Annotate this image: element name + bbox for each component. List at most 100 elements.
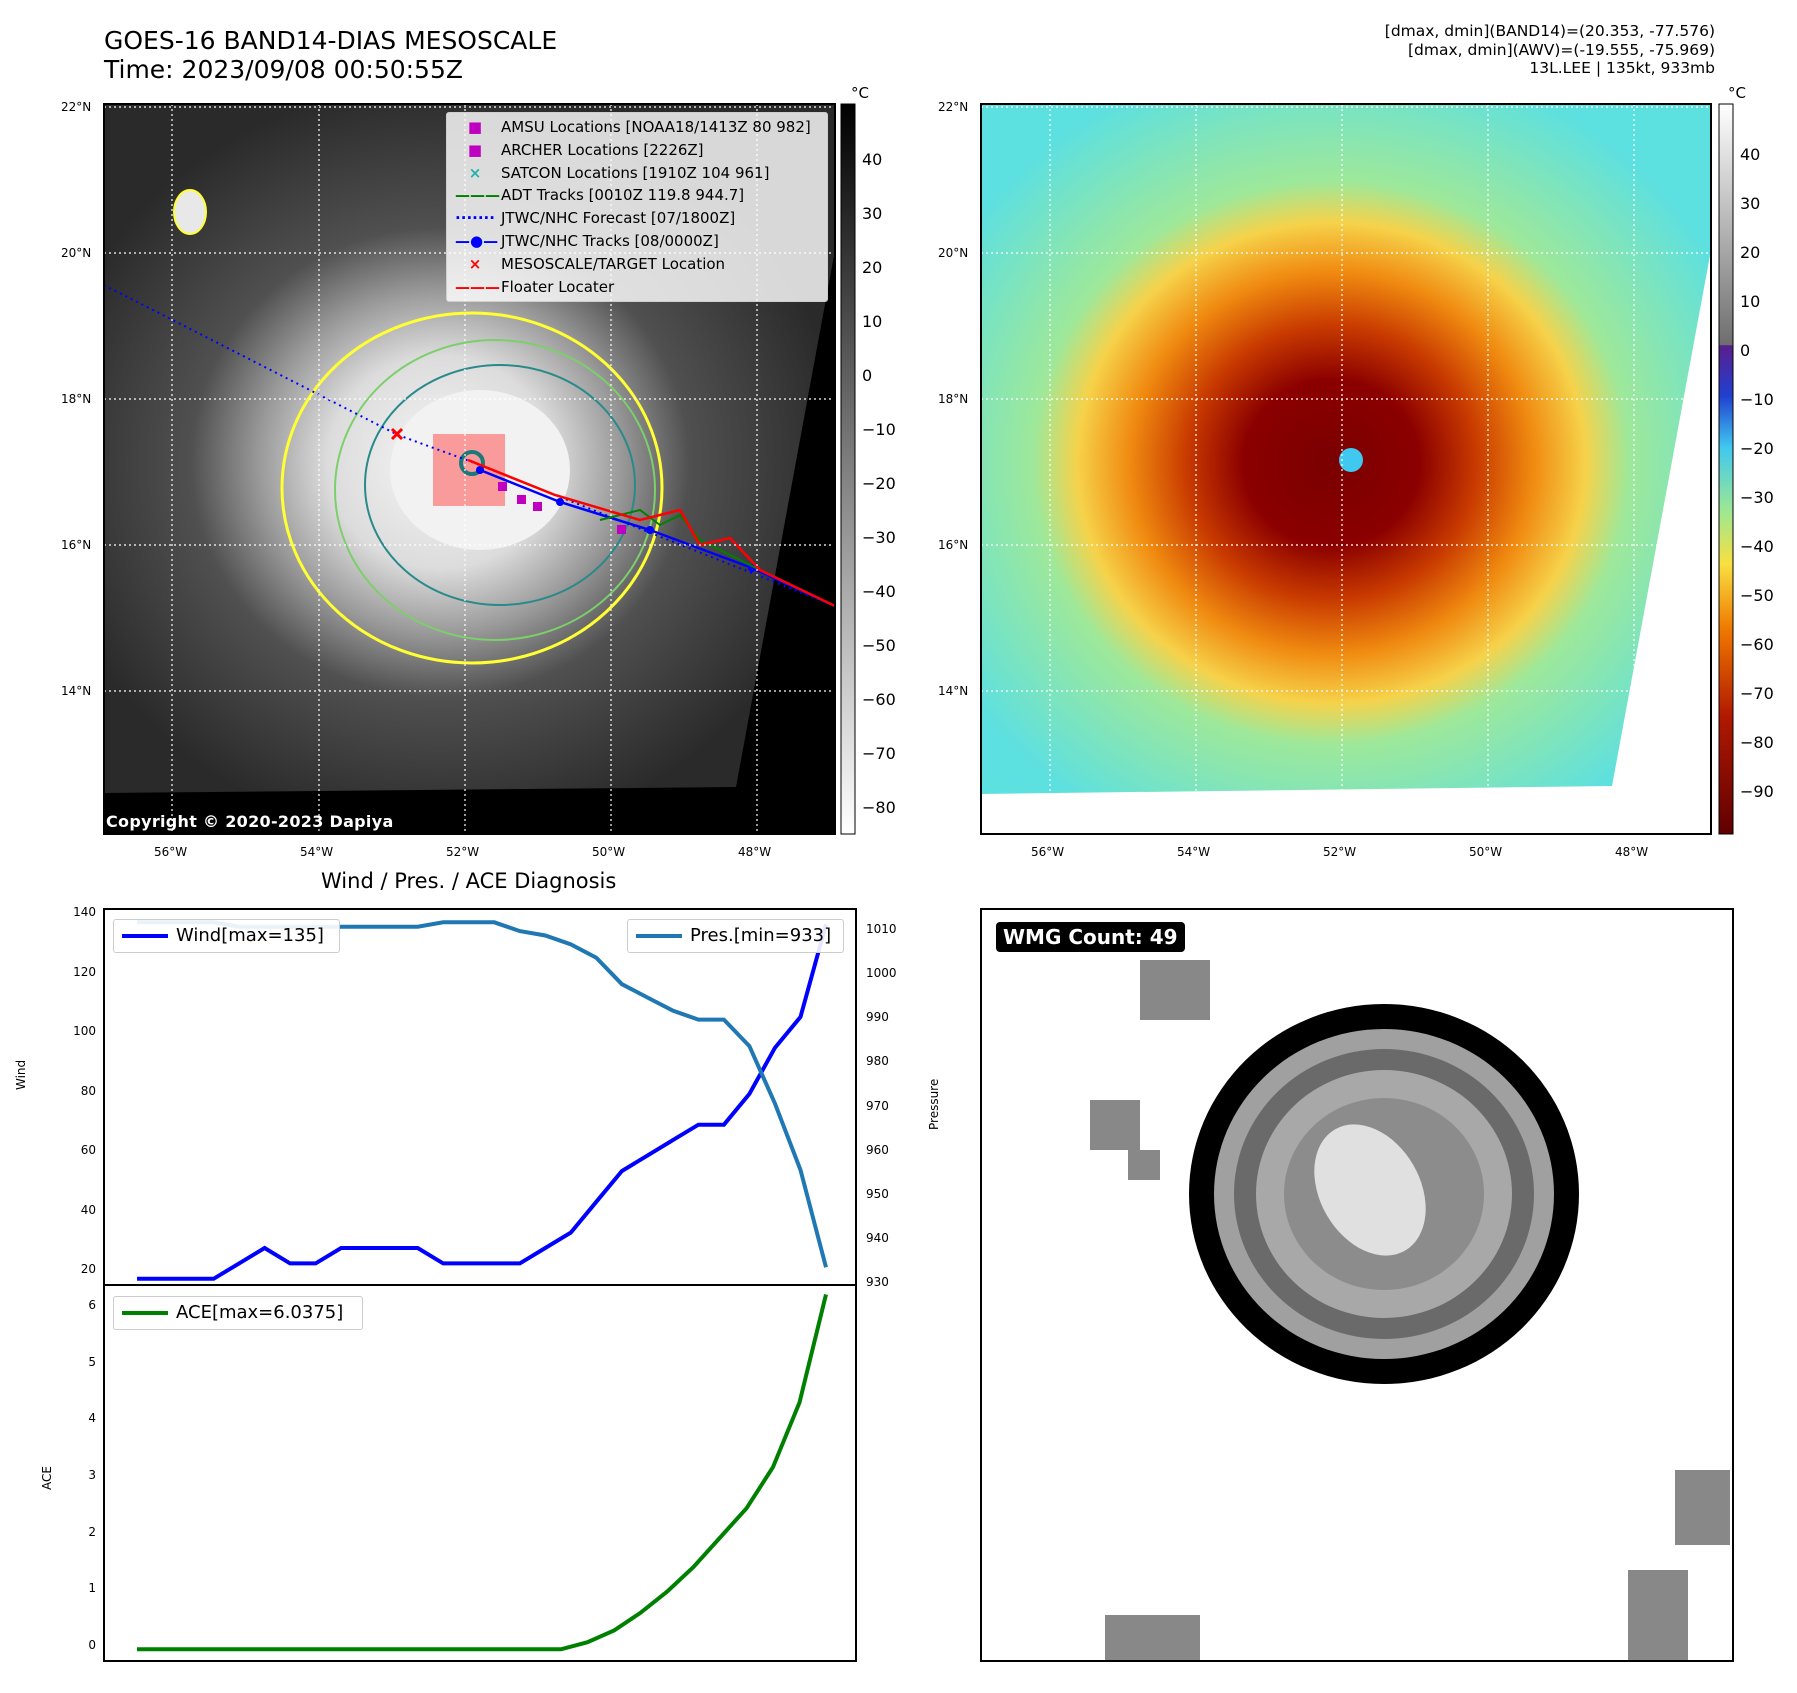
lat-label: 16°N [938, 538, 969, 552]
colorbar-tick-label: −70 [862, 744, 896, 763]
pressure-legend: Pres.[min=933] [627, 919, 844, 953]
archer-marker [533, 502, 542, 511]
map-legend-marker: —●— [455, 232, 499, 250]
amsu-marker [617, 525, 626, 534]
wind-axis-label: Wind [14, 1059, 28, 1090]
colorbar-tick-label: −20 [862, 474, 896, 493]
wind-legend-swatch [122, 934, 168, 938]
lat-label: 16°N [61, 538, 92, 552]
map-legend-label: Floater Locater [501, 277, 615, 296]
map-legend: ■ AMSU Locations [NOAA18/1413Z 80 982] ■ AR… [446, 112, 828, 302]
colorbar-tick-label: −90 [1740, 782, 1774, 801]
track-point [556, 498, 564, 506]
title-line-2: Time: 2023/09/08 00:50:55Z [104, 55, 463, 84]
colorbar-tick-label: 30 [1740, 194, 1761, 213]
map-legend-item: ■ ARCHER Locations [2226Z] [455, 140, 704, 159]
lon-label: 50°W [1469, 845, 1503, 859]
axis-tick-label: 980 [866, 1054, 889, 1069]
colorbar-tick-label: 40 [862, 150, 883, 169]
axis-tick-label: 960 [866, 1142, 889, 1157]
map-legend-label: SATCON Locations [1910Z 104 961] [501, 163, 770, 182]
info-line-2: [dmax, dmin](AWV)=(-19.555, -75.969) [1408, 40, 1715, 59]
wmg-patch [1628, 1570, 1688, 1660]
archer-marker [517, 495, 526, 504]
wmg-patch [1090, 1100, 1140, 1150]
lat-label: 22°N [938, 100, 969, 114]
colorbar-tick-label: −40 [1740, 537, 1774, 556]
info-line-1: [dmax, dmin](BAND14)=(20.353, -77.576) [1384, 22, 1715, 40]
ace-legend: ACE[max=6.0375] [113, 1296, 363, 1330]
mesoscale-target-marker [390, 427, 404, 441]
colorbar-tick-label: −60 [862, 690, 896, 709]
map-legend-marker: ······· [455, 209, 495, 228]
archer-marker [498, 482, 507, 491]
axis-tick-label: 2 [88, 1524, 96, 1539]
map-legend-label: JTWC/NHC Forecast [07/1800Z] [501, 209, 736, 228]
colorbar-tick-label: −80 [862, 798, 896, 817]
map-legend-item: × SATCON Locations [1910Z 104 961] [455, 163, 770, 182]
lat-label: 14°N [938, 684, 969, 698]
colorbar-tick-label: −10 [1740, 390, 1774, 409]
info-line-3: 13L.LEE | 135kt, 933mb [1529, 59, 1715, 77]
colorbar-tick-label: −60 [1740, 635, 1774, 654]
colorbar-tick-label: −70 [1740, 684, 1774, 703]
colorbar-gray [840, 103, 856, 835]
map-legend-item: ———Floater Locater [455, 277, 615, 296]
lon-label: 54°W [1177, 845, 1211, 859]
axis-tick-label: 1010 [866, 922, 897, 936]
map-legend-item: ······· JTWC/NHC Forecast [07/1800Z] [455, 210, 735, 227]
wmg-panel [981, 909, 1733, 1661]
wind-legend: Wind[max=135] [113, 919, 340, 953]
axis-tick-label: 940 [866, 1230, 889, 1245]
colorbar-tick-label: 0 [1740, 341, 1751, 360]
wmg-patch [1675, 1470, 1730, 1545]
wmg-patch [1128, 1150, 1160, 1180]
colorbar-tick-label: −30 [1740, 488, 1774, 507]
storm-info: [dmax, dmin](BAND14)=(20.353, -77.576) [… [1385, 22, 1715, 78]
lat-label: 14°N [61, 684, 92, 698]
axis-tick-label: 20 [80, 1262, 96, 1276]
map-legend-label: ADT Tracks [0010Z 119.8 944.7] [501, 186, 745, 205]
map-legend-item: —●— JTWC/NHC Tracks [08/0000Z] [455, 233, 719, 250]
map-legend-marker: × [468, 254, 482, 273]
title-line-1: GOES-16 BAND14-DIAS MESOSCALE [104, 26, 558, 55]
contour-teal [364, 364, 636, 606]
colorbar-tick-label: −80 [1740, 733, 1774, 752]
colorbar-tick-label: 30 [862, 204, 883, 223]
ace-legend-label: ACE[max=6.0375] [176, 1302, 344, 1323]
wmg-patch [1105, 1615, 1200, 1661]
lon-label: 54°W [300, 845, 334, 859]
axis-tick-label: 0 [88, 1638, 96, 1652]
axis-tick-label: 1 [88, 1581, 96, 1596]
figure-title: GOES-16 BAND14-DIAS MESOSCALE Time: 2023… [104, 26, 557, 84]
lat-label: 20°N [938, 246, 969, 260]
pressure-legend-label: Pres.[min=933] [690, 925, 832, 946]
colorbar-tick-label: −50 [1740, 586, 1774, 605]
wind-pres-axes [103, 908, 857, 1286]
map-legend-label: ARCHER Locations [2226Z] [501, 140, 704, 159]
map1-frame [103, 103, 836, 835]
axis-tick-label: 3 [88, 1468, 96, 1482]
wmg-eye [1314, 1124, 1426, 1256]
axis-tick-label: 950 [866, 1186, 889, 1201]
axis-tick-label: 40 [80, 1202, 96, 1217]
colorbar-color-unit: °C [1728, 84, 1746, 102]
ir-color-map [981, 104, 1711, 834]
colorbar-tick-label: −30 [862, 528, 896, 547]
track-point [646, 526, 654, 534]
lon-label: 52°W [1323, 845, 1357, 859]
track-point [476, 466, 484, 474]
axis-tick-label: 120 [73, 964, 96, 979]
colorbar-tick-label: 40 [1740, 145, 1761, 164]
map-legend-marker: × [468, 163, 482, 182]
axis-tick-label: 140 [73, 905, 96, 919]
colorbar-tick-label: 10 [862, 312, 883, 331]
axis-tick-label: 4 [88, 1411, 96, 1426]
colorbar-tick-label: −40 [862, 582, 896, 601]
colorbar-tick-label: −50 [862, 636, 896, 655]
lon-label: 56°W [1031, 845, 1065, 859]
map2-gridlines [981, 104, 1711, 834]
colorbar-tick-label: 20 [862, 258, 883, 277]
copyright-notice: Copyright © 2020-2023 Dapiya [106, 812, 394, 831]
diagnosis-title: Wind / Pres. / ACE Diagnosis [321, 869, 617, 893]
